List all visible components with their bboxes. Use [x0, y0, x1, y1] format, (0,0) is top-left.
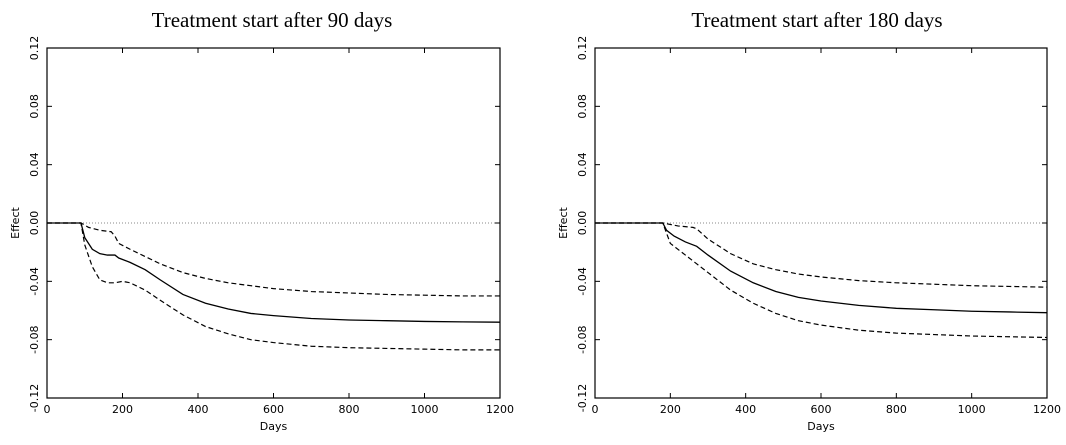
x-tick-label: 800 — [886, 403, 907, 416]
x-tick-label: 200 — [112, 403, 133, 416]
y-tick-label: 0.04 — [576, 152, 589, 177]
chart-panel-1: Treatment start after 90 days 0 200 400 600 8… — [9, 8, 514, 433]
upper-bound-line — [47, 222, 500, 297]
estimate-line — [47, 222, 501, 323]
plot-frame — [46, 47, 501, 399]
x-tick-label: 1000 — [411, 403, 439, 416]
y-axis-label: Effect — [9, 206, 22, 238]
lower-bound-line — [47, 222, 500, 351]
y-tick-label: 0.12 — [576, 36, 589, 61]
x-tick-label: 1200 — [1033, 403, 1061, 416]
x-tick-label: 400 — [188, 403, 209, 416]
y-tick-label: 0.04 — [28, 152, 41, 177]
x-tick-label: 0 — [44, 403, 51, 416]
y-tick-label: -0.12 — [28, 384, 41, 412]
y-tick-label: -0.04 — [28, 267, 41, 295]
x-tick-label: 600 — [811, 403, 832, 416]
lower-bound-line — [595, 222, 1048, 339]
x-tick-label: 600 — [263, 403, 284, 416]
y-tick-label: -0.04 — [576, 267, 589, 295]
y-tick-label: 0.12 — [28, 36, 41, 61]
x-tick-label: 800 — [339, 403, 360, 416]
y-tick-label: -0.08 — [28, 325, 41, 353]
x-tick-label: 0 — [592, 403, 599, 416]
chart-title: Treatment start after 90 days — [152, 8, 393, 32]
x-tick-label: 1000 — [958, 403, 986, 416]
y-tick-label: 0.08 — [576, 94, 589, 119]
estimate-line — [595, 222, 1048, 314]
upper-bound-line — [595, 222, 1048, 288]
y-axis-label: Effect — [557, 206, 570, 238]
y-tick-label: 0.00 — [28, 211, 41, 236]
chart-title: Treatment start after 180 days — [691, 8, 942, 32]
x-axis-label: Days — [807, 420, 835, 433]
y-tick-label: -0.12 — [576, 384, 589, 412]
y-tick-label: 0.08 — [28, 94, 41, 119]
x-tick-label: 1200 — [486, 403, 514, 416]
x-tick-label: 400 — [735, 403, 756, 416]
x-axis-label: Days — [260, 420, 288, 433]
y-tick-label: 0.00 — [576, 211, 589, 236]
x-tick-label: 200 — [660, 403, 681, 416]
y-tick-label: -0.08 — [576, 325, 589, 353]
chart-panel-2: Treatment start after 180 days 0 200 400 600… — [557, 8, 1061, 433]
